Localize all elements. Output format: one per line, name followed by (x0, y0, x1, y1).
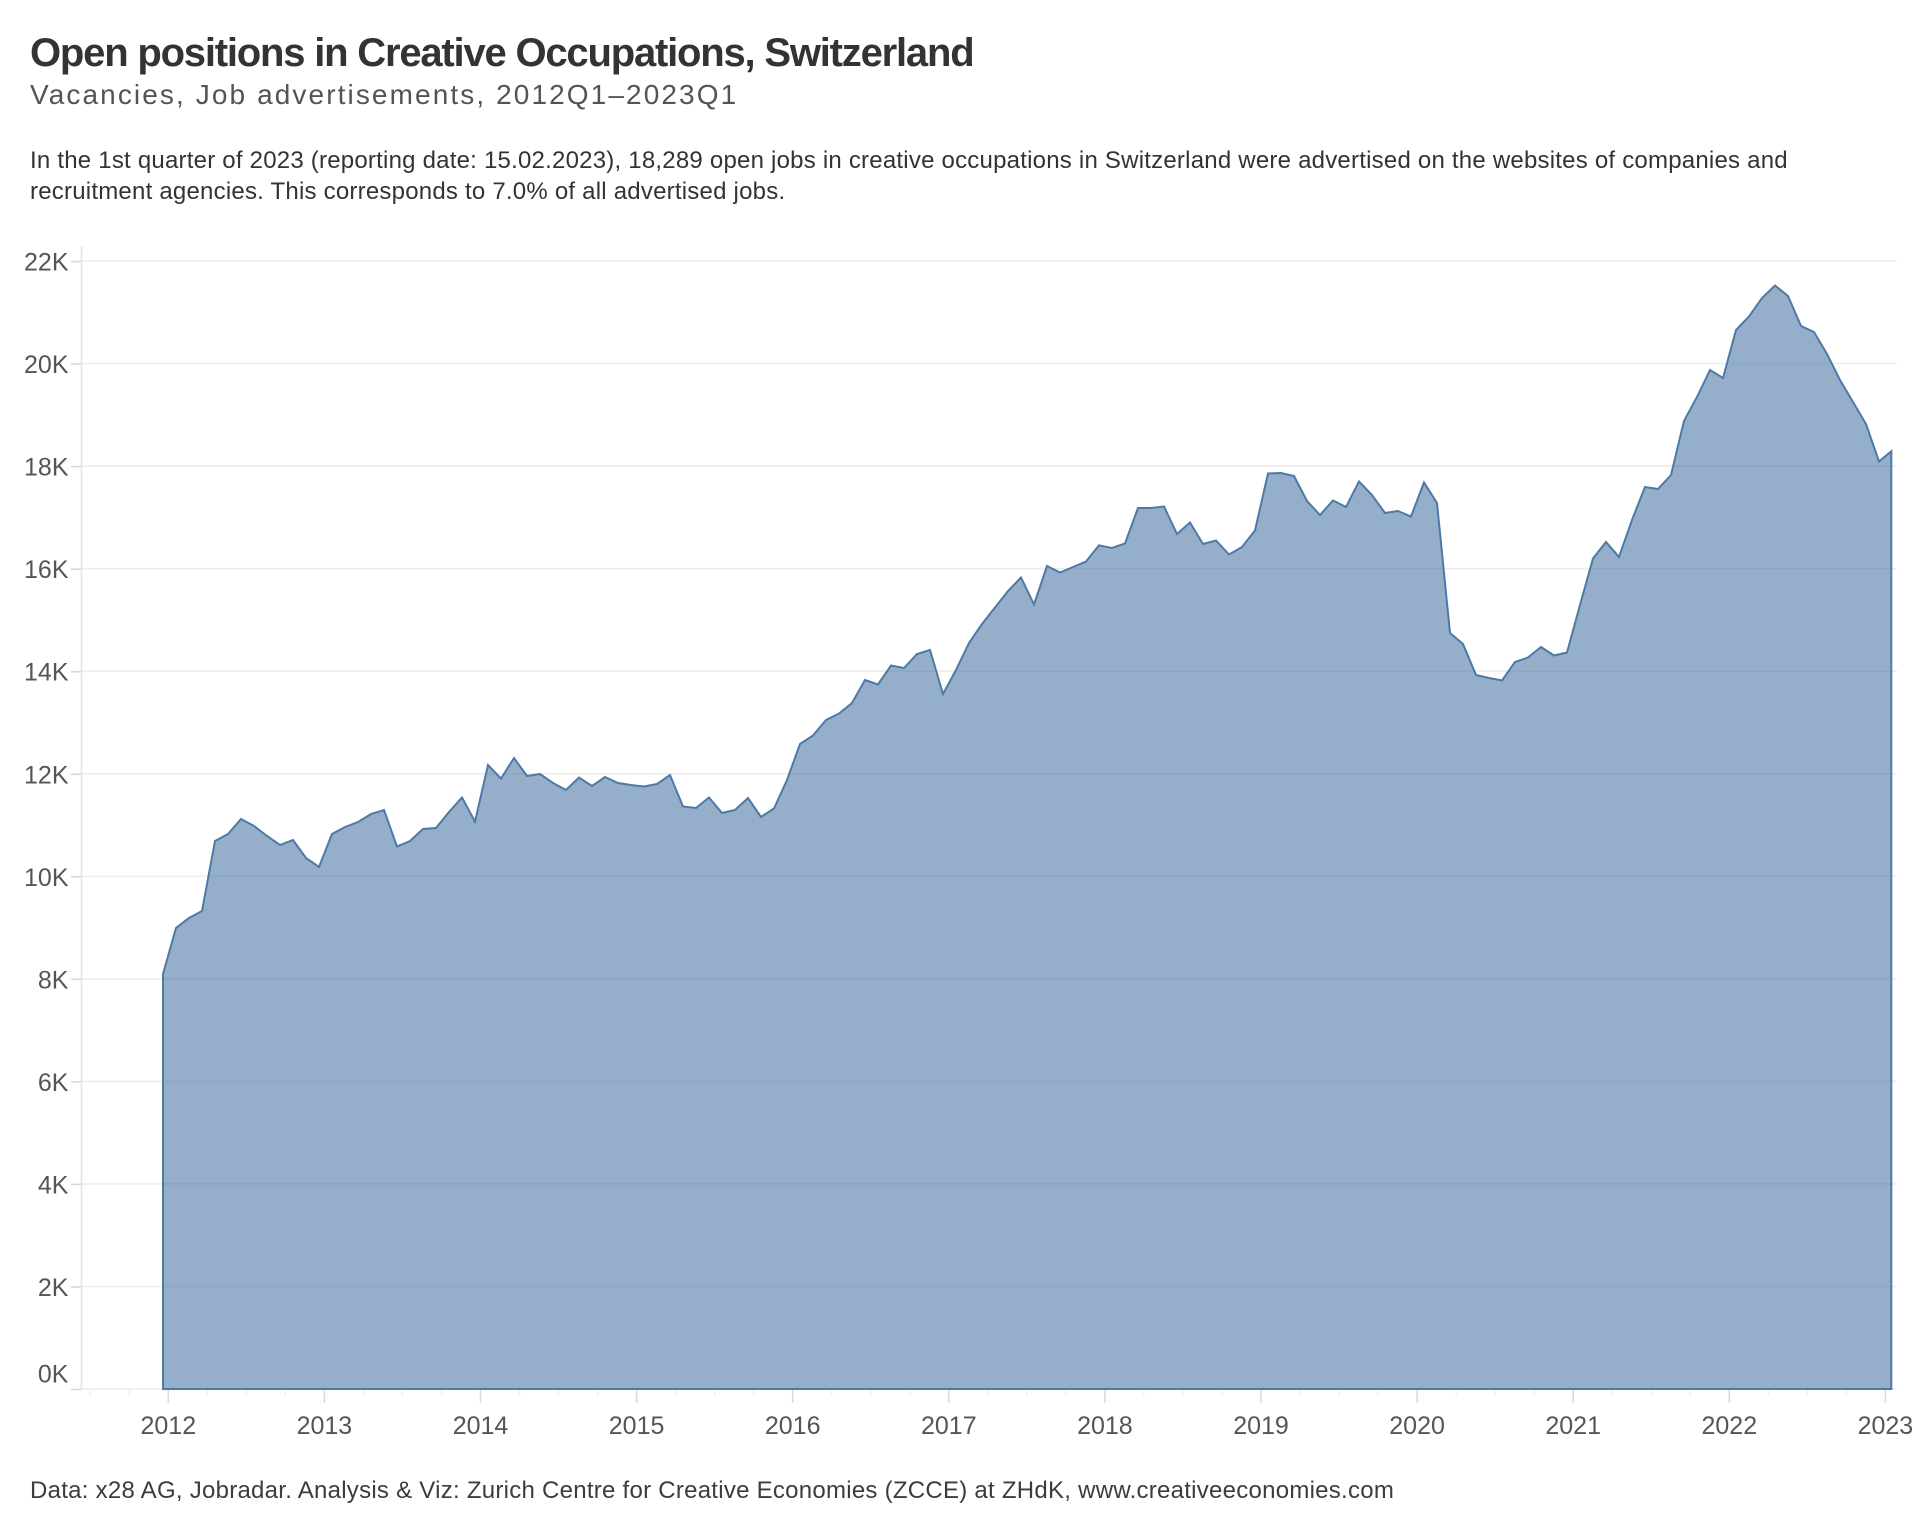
svg-text:2023: 2023 (1858, 1412, 1914, 1440)
svg-text:10K: 10K (24, 864, 69, 892)
svg-text:4K: 4K (38, 1171, 69, 1199)
svg-text:2014: 2014 (453, 1412, 509, 1440)
svg-text:0K: 0K (38, 1360, 69, 1388)
svg-text:2020: 2020 (1389, 1412, 1445, 1440)
svg-text:2018: 2018 (1077, 1412, 1133, 1440)
svg-text:18K: 18K (24, 454, 69, 482)
svg-text:2022: 2022 (1701, 1412, 1757, 1440)
svg-text:2013: 2013 (297, 1412, 353, 1440)
svg-text:2016: 2016 (765, 1412, 821, 1440)
svg-text:2019: 2019 (1233, 1412, 1289, 1440)
svg-text:22K: 22K (24, 249, 69, 277)
svg-text:2012: 2012 (140, 1412, 196, 1440)
svg-text:2015: 2015 (609, 1412, 665, 1440)
svg-text:16K: 16K (24, 556, 69, 584)
svg-text:12K: 12K (24, 761, 69, 789)
svg-text:6K: 6K (38, 1069, 69, 1097)
svg-text:20K: 20K (24, 351, 69, 379)
svg-text:2017: 2017 (921, 1412, 977, 1440)
svg-text:14K: 14K (24, 659, 69, 687)
svg-text:8K: 8K (38, 966, 69, 994)
svg-text:2K: 2K (38, 1274, 69, 1302)
svg-text:2021: 2021 (1545, 1412, 1601, 1440)
